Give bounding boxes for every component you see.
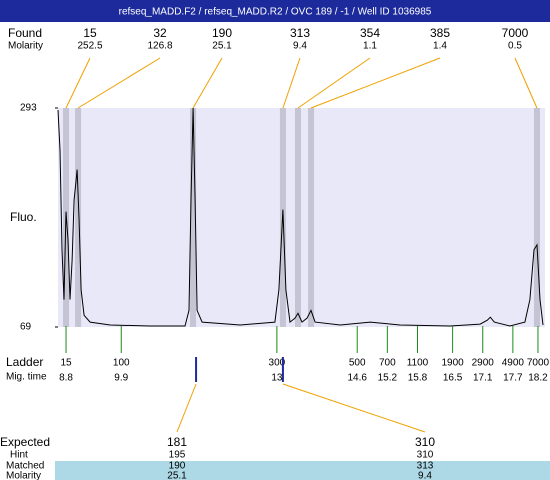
hint-label: Hint [10,450,28,461]
expected-connector [176,383,197,433]
matched-label: Matched [6,461,44,472]
found-molarity: 126.8 [147,41,172,52]
peak-band [190,108,197,327]
found-molarity: 1.4 [433,41,447,52]
ladder-size: 1100 [407,358,429,369]
found-size: 313 [290,26,310,40]
ladder-time: 18.2 [528,373,548,384]
header-title: refseq_MADD.F2 / refseq_MADD.R2 / OVC 18… [119,7,432,18]
ladder-time: 15.8 [408,373,428,384]
matched-highlight [55,461,550,480]
y-tick-label: 69 [20,322,32,333]
ladder-size: 7000 [527,358,550,369]
ladder-time: 16.5 [443,373,463,384]
peak-connector [297,57,371,109]
ladder-time: 15.2 [378,373,398,384]
matched-molarity: 25.1 [167,471,187,480]
ladder-size: 1900 [441,358,464,369]
header-bar [0,0,550,22]
ladder-size: 700 [379,358,396,369]
peak-band [308,108,315,327]
ladder-size: 300 [269,358,286,369]
molarity-row-label: Molarity [6,471,41,480]
found-size: 385 [430,26,450,40]
ladder-size: 2900 [472,358,495,369]
expected-size: 310 [415,435,435,449]
ladder-time: 14.6 [347,373,367,384]
found-molarity: 9.4 [293,41,307,52]
y-axis-label: Fluo. [10,210,37,224]
expected-label: Expected [0,435,50,449]
found-size: 354 [360,26,380,40]
ladder-size: 100 [113,358,130,369]
found-molarity: 1.1 [363,41,377,52]
hint-size: 310 [417,450,434,461]
ladder-time: 8.8 [59,373,73,384]
expected-connector [282,383,426,433]
matched-size: 313 [417,461,434,472]
trace [57,107,544,327]
ladder-time: 9.9 [114,373,128,384]
ladder-time: 13 [271,373,283,384]
ladder-size: 500 [349,358,366,369]
peak-connector [310,57,441,109]
peak-connector [65,57,91,109]
ladder-time: 17.1 [473,373,493,384]
hint-size: 195 [169,450,186,461]
expected-size: 181 [167,435,187,449]
molarity-label: Molarity [8,41,43,52]
peak-band [75,108,82,327]
found-size: 7000 [502,26,529,40]
peak-band [294,108,301,327]
found-size: 15 [83,26,97,40]
ladder-size: 4900 [502,358,525,369]
peak-band [533,108,540,327]
peak-connector [192,57,223,109]
ladder-label: Ladder [6,355,43,369]
found-molarity: 252.5 [77,41,102,52]
peak-connector [282,57,301,109]
ladder-size: 15 [60,358,72,369]
y-tick-label: 293 [20,103,37,114]
matched-molarity: 9.4 [418,471,432,480]
found-label: Found [8,26,42,40]
found-size: 190 [212,26,232,40]
peak-connector [77,57,161,109]
matched-size: 190 [169,461,186,472]
peak-connector [514,57,538,109]
found-molarity: 0.5 [508,41,522,52]
found-size: 32 [153,26,167,40]
found-molarity: 25.1 [212,41,232,52]
plot-area [58,108,545,327]
mig-time-label: Mig. time [6,372,47,383]
ladder-time: 17.7 [503,373,523,384]
